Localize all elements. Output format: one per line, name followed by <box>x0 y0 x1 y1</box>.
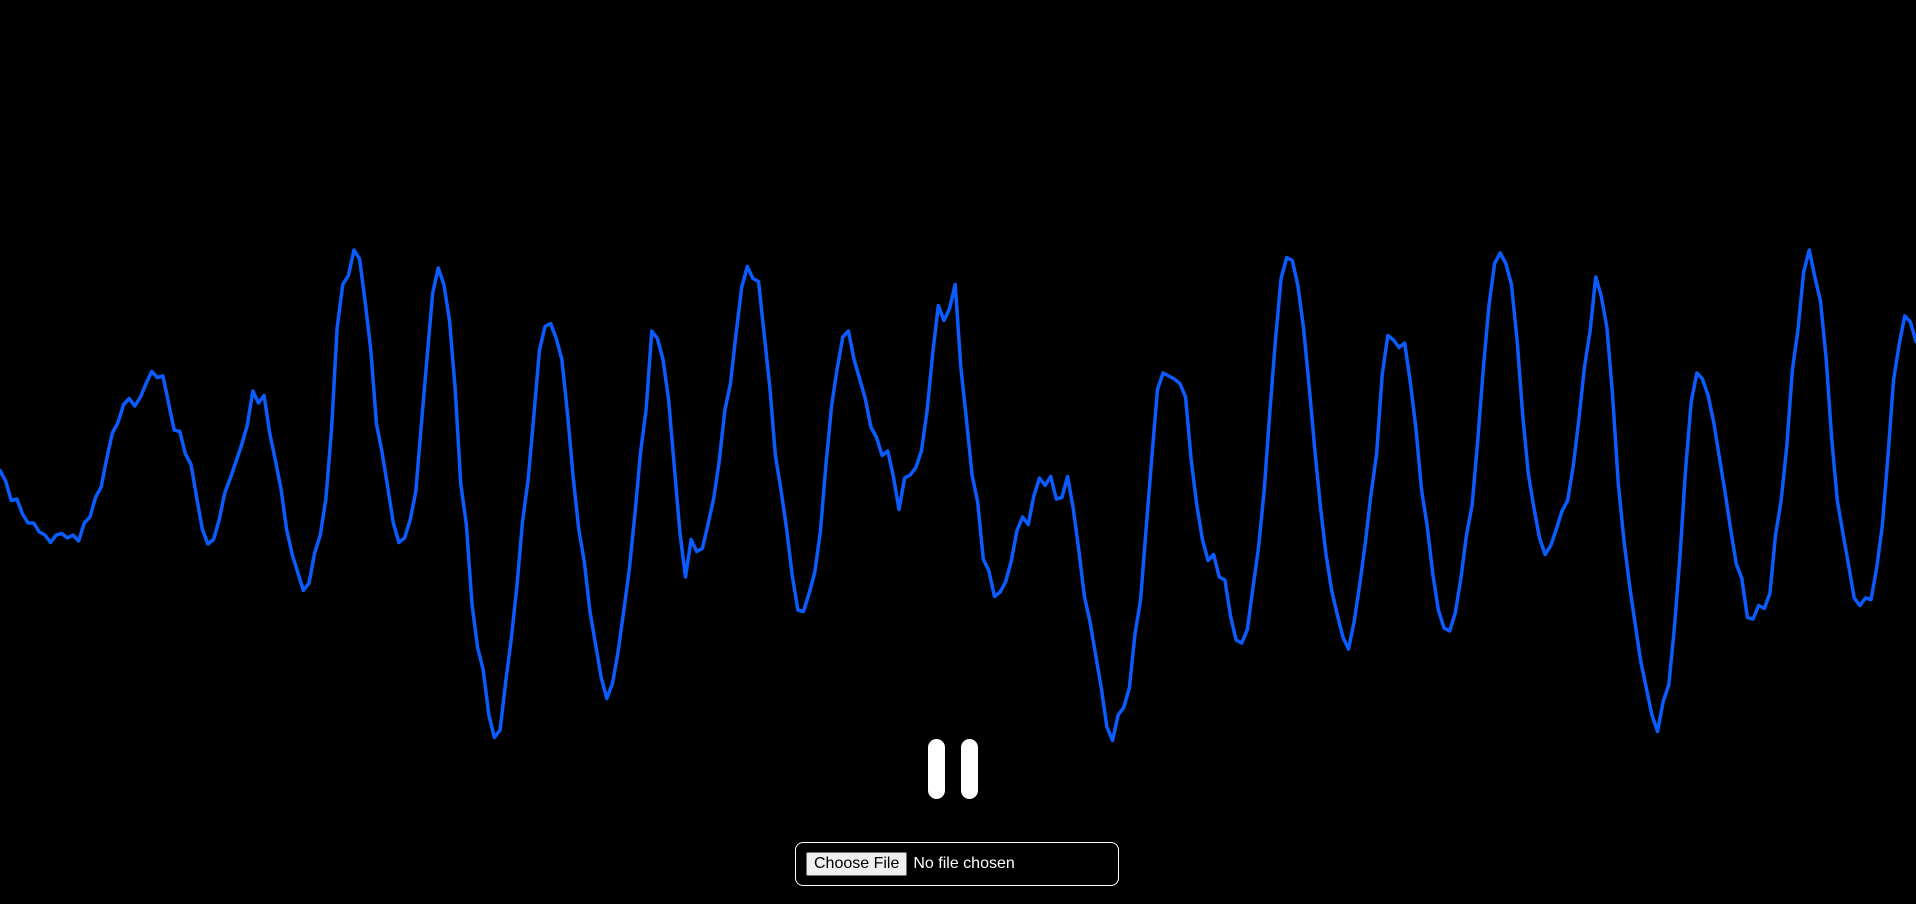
choose-file-button[interactable]: Choose File <box>806 852 908 876</box>
file-status-text: No file chosen <box>913 855 1015 872</box>
pause-icon-right-bar <box>961 739 978 799</box>
pause-icon-left-bar <box>928 739 945 799</box>
file-picker[interactable]: Choose File No file chosen <box>795 842 1119 886</box>
waveform-line <box>0 248 1916 743</box>
pause-button[interactable] <box>923 736 983 802</box>
